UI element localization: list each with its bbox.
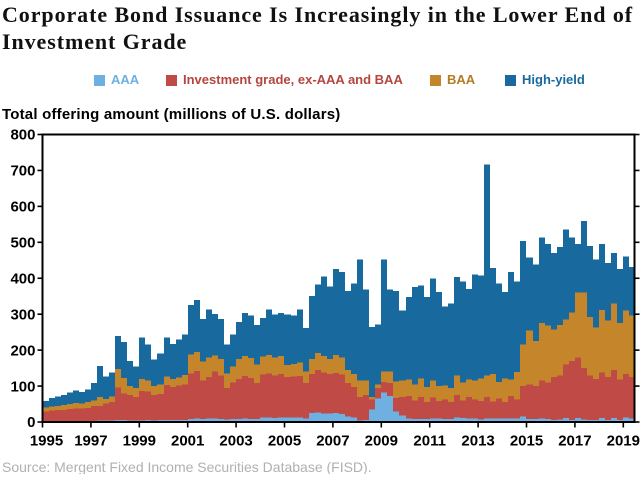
svg-text:2013: 2013 [461, 433, 494, 450]
svg-text:500: 500 [10, 235, 35, 252]
svg-text:800: 800 [10, 127, 35, 144]
svg-text:700: 700 [10, 163, 35, 180]
svg-text:2009: 2009 [365, 433, 398, 450]
svg-text:2019: 2019 [607, 433, 640, 450]
svg-text:600: 600 [10, 199, 35, 216]
svg-text:300: 300 [10, 306, 35, 323]
svg-text:100: 100 [10, 378, 35, 395]
svg-text:2001: 2001 [171, 433, 204, 450]
svg-text:2011: 2011 [413, 433, 446, 450]
svg-text:2007: 2007 [316, 433, 349, 450]
svg-text:400: 400 [10, 270, 35, 287]
svg-text:2017: 2017 [558, 433, 591, 450]
svg-text:200: 200 [10, 342, 35, 359]
svg-text:1997: 1997 [74, 433, 107, 450]
svg-text:1999: 1999 [123, 433, 156, 450]
svg-text:0: 0 [27, 414, 35, 431]
svg-text:2005: 2005 [268, 433, 301, 450]
svg-text:1995: 1995 [30, 433, 63, 450]
svg-text:2015: 2015 [510, 433, 543, 450]
svg-text:2003: 2003 [219, 433, 252, 450]
